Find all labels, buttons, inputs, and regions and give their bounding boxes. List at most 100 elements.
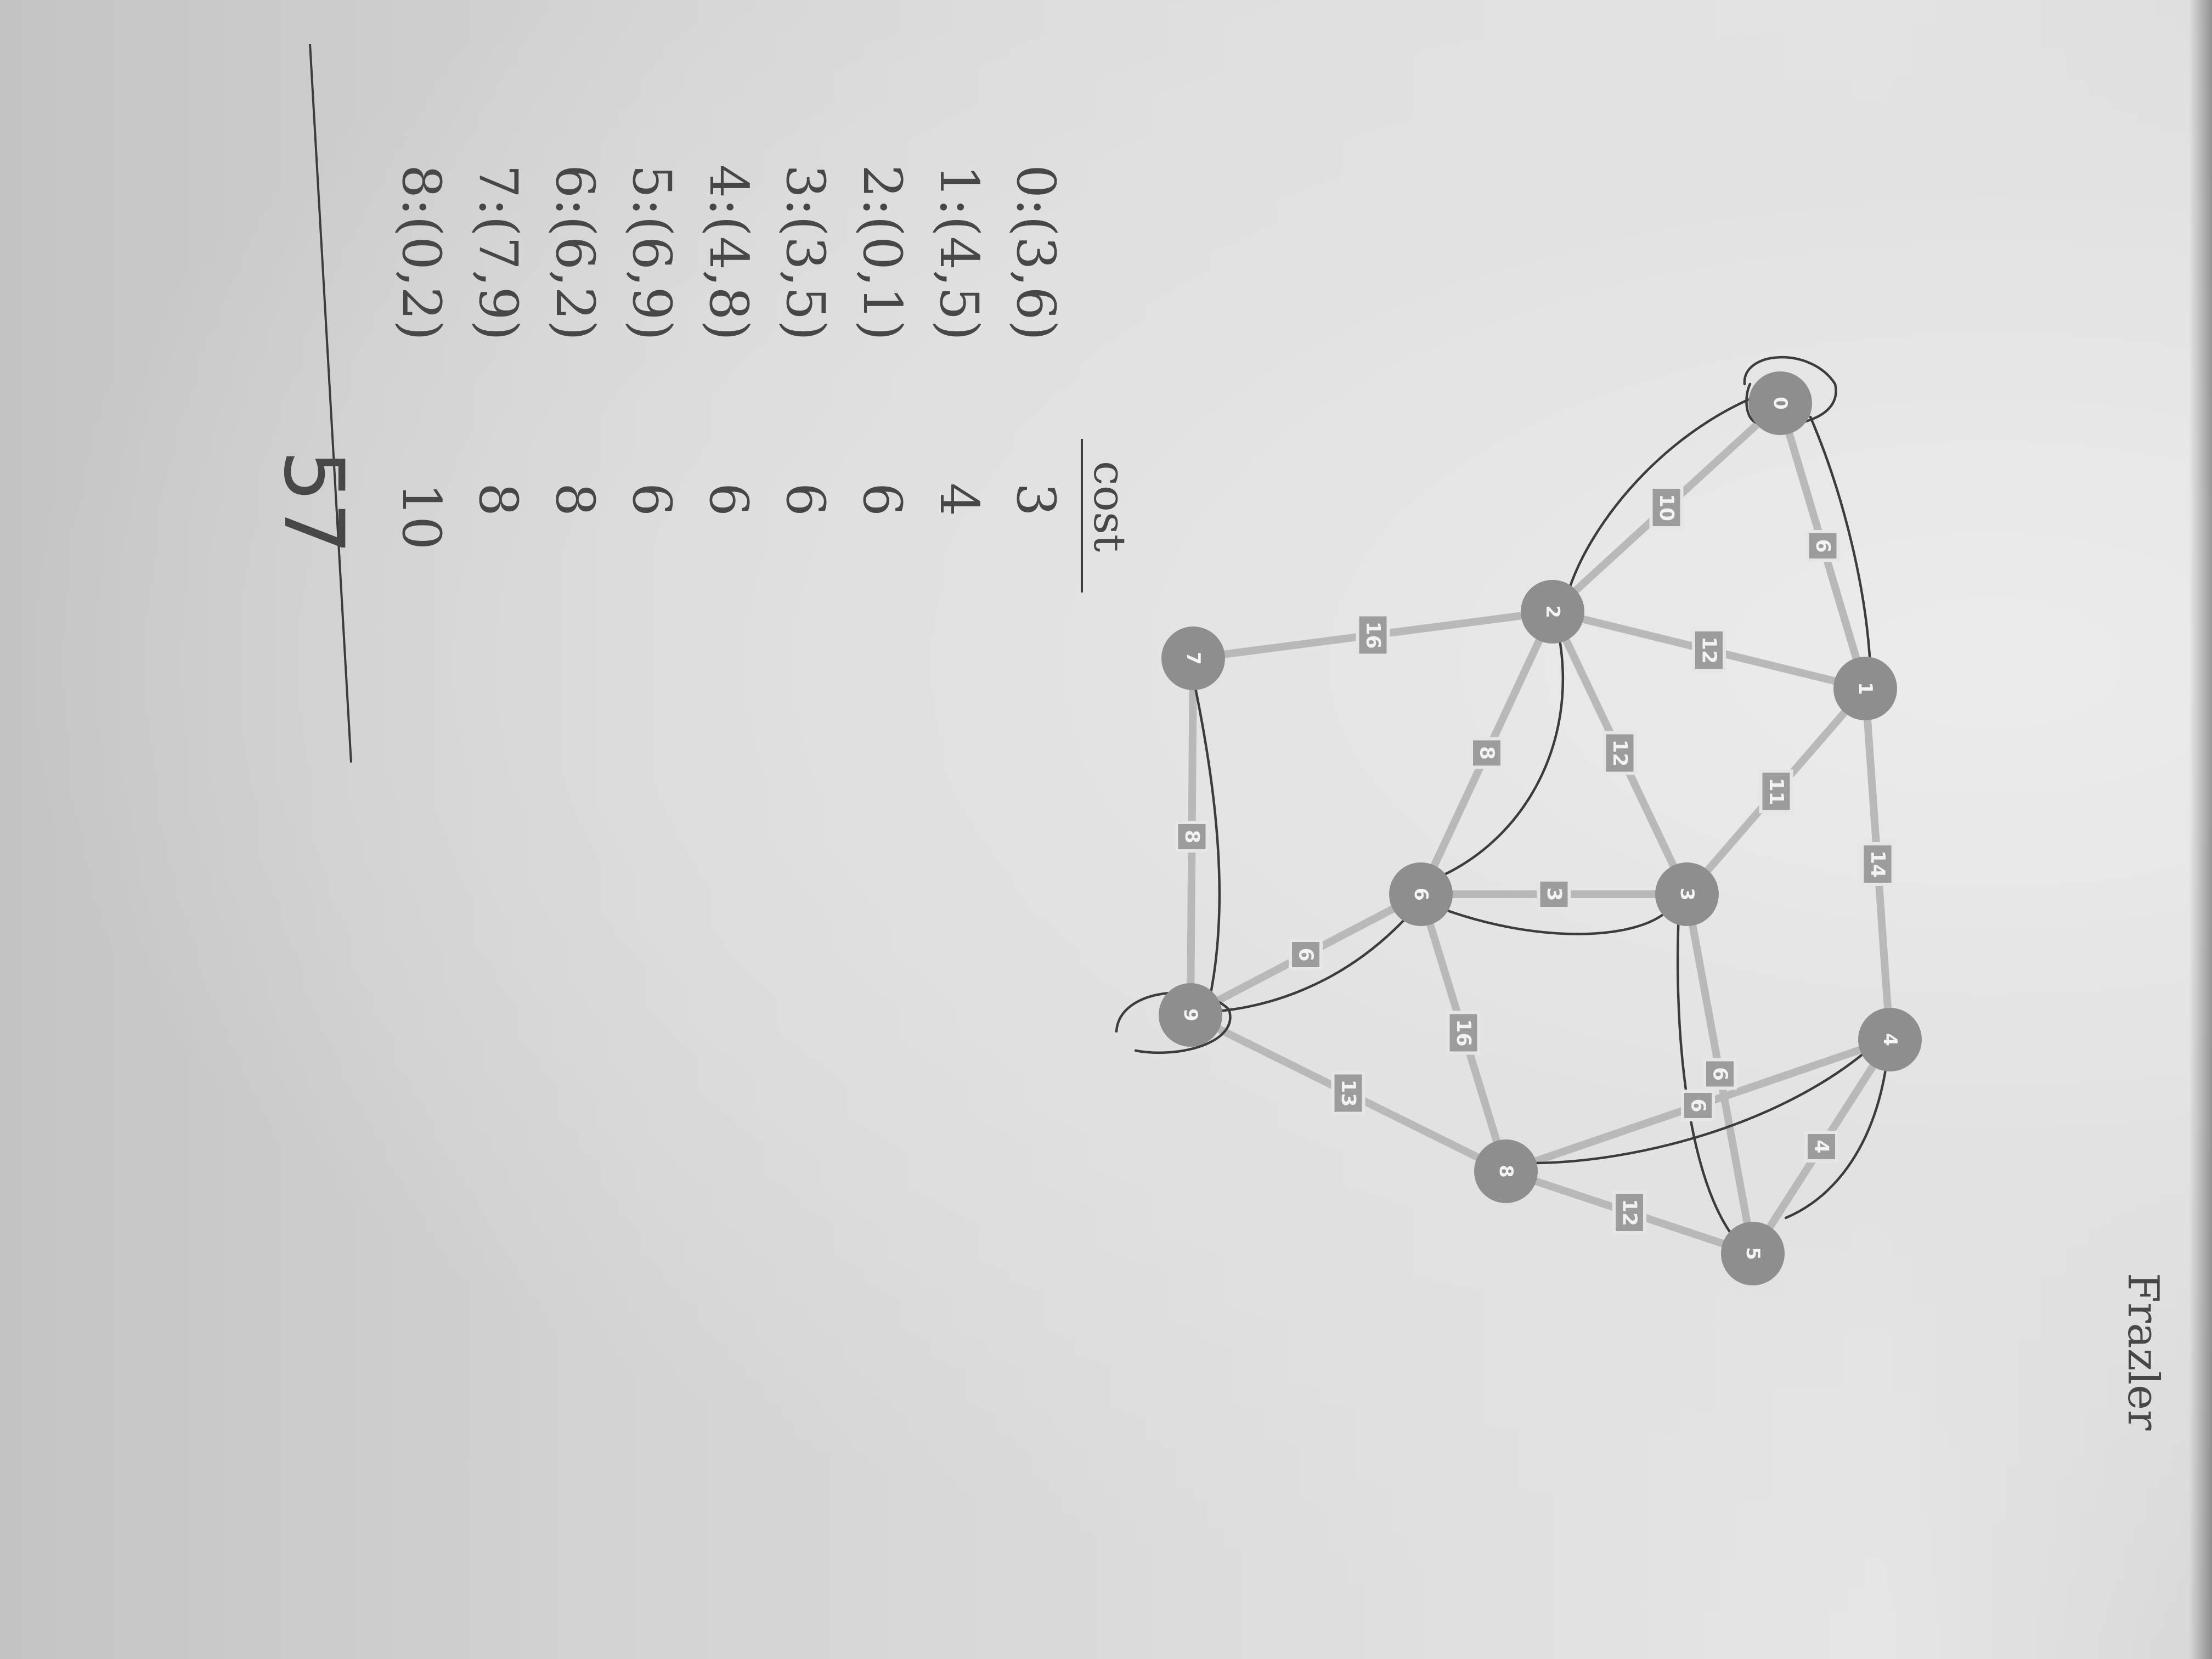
node-circle xyxy=(1521,580,1584,644)
note-pair-2: 2:(0,1) xyxy=(851,165,913,341)
node-4: 4 xyxy=(1858,1008,1922,1071)
node-0: 0 xyxy=(1748,371,1812,435)
edge-weight-label: 12 xyxy=(1618,1199,1641,1226)
edge-weight-box xyxy=(1356,613,1390,657)
node-label: 2 xyxy=(1542,605,1564,618)
node-0-circle-mark xyxy=(1743,356,1837,426)
edge-weight-6-9: 6 xyxy=(1289,939,1323,970)
mst-edge-0-1 xyxy=(1809,415,1872,679)
node-2: 2 xyxy=(1521,580,1584,644)
edge-weight-label: 12 xyxy=(1698,636,1720,664)
edge-weight-label: 3 xyxy=(1543,887,1565,901)
node-label: 7 xyxy=(1182,652,1204,665)
node-label: 8 xyxy=(1495,1165,1517,1178)
note-pair-7: 7:(7,9) xyxy=(467,165,529,341)
node-circle xyxy=(1748,371,1812,435)
edge-weight-box xyxy=(1860,842,1895,886)
note-pair-5: 5:(6,9) xyxy=(621,165,682,341)
edge-weight-box xyxy=(1602,731,1637,775)
note-pair-4: 4:(4,8) xyxy=(698,165,759,341)
note-cost-4: 6 xyxy=(698,483,759,516)
edge-weight-label: 16 xyxy=(1452,1019,1475,1046)
edge-weight-8-4: 6 xyxy=(1681,1090,1715,1121)
edge-weight-9-8: 13 xyxy=(1331,1071,1365,1115)
edge-weight-box xyxy=(1470,737,1504,769)
note-pair-8: 8:(0,2) xyxy=(391,165,452,341)
node-circle xyxy=(1474,1139,1538,1203)
edge-weight-2-1: 12 xyxy=(1692,628,1726,672)
edge-weight-box xyxy=(1703,1058,1737,1090)
edge-weight-label: 6 xyxy=(1295,947,1317,961)
edge-weight-label: 6 xyxy=(1709,1067,1731,1081)
graph-edges xyxy=(1187,399,1894,1257)
edge-weight-6-8: 16 xyxy=(1446,1011,1481,1055)
note-cost-1: 4 xyxy=(928,483,990,516)
edge-weight-label: 8 xyxy=(1476,746,1498,760)
node-circle xyxy=(1161,627,1225,690)
edge-weight-box xyxy=(1612,1190,1646,1234)
edge-weight-2-6: 8 xyxy=(1470,737,1504,769)
note-pair-1: 1:(4,5) xyxy=(928,165,990,341)
node-label: 5 xyxy=(1742,1247,1764,1260)
mst-edge-2-6 xyxy=(1436,629,1565,879)
edge-weight-box xyxy=(1692,628,1726,672)
node-label: 4 xyxy=(1879,1033,1901,1046)
edge-weight-0-1: 6 xyxy=(1805,530,1840,562)
mst-edge-0-2 xyxy=(1567,382,1793,591)
edge-weight-3-5: 6 xyxy=(1703,1058,1737,1090)
mst-edge-4-8 xyxy=(1529,1043,1875,1165)
note-cost-2: 6 xyxy=(851,483,913,516)
node-circle xyxy=(1833,657,1897,720)
node-7: 7 xyxy=(1161,627,1225,690)
edge-weight-label: 10 xyxy=(1655,494,1678,521)
edge-weight-6-3: 3 xyxy=(1537,878,1571,910)
mst-notes: cost 57 0:(3,6) 3 1:(4,5) 4 2:(0,1) 6 3:(3,5) 6… xyxy=(266,43,1135,763)
node-5: 5 xyxy=(1721,1222,1785,1285)
note-cost-6: 8 xyxy=(544,483,606,516)
total-cost: 57 xyxy=(266,450,361,555)
edge-weight-box xyxy=(1175,821,1209,853)
edge-weight-4-5: 4 xyxy=(1804,1131,1838,1163)
node-label: 6 xyxy=(1410,888,1432,901)
node-circle xyxy=(1159,983,1222,1047)
node-6: 6 xyxy=(1389,862,1453,926)
note-pair-0: 0:(3,6) xyxy=(1005,165,1066,341)
edge-weight-7-9: 8 xyxy=(1175,821,1209,853)
mst-edge-4-5 xyxy=(1784,1057,1889,1220)
note-cost-0: 3 xyxy=(1005,483,1066,516)
edge-weight-1-3: 11 xyxy=(1759,769,1793,814)
edge-weight-box xyxy=(1681,1090,1715,1121)
edge-weight-label: 6 xyxy=(1687,1098,1709,1112)
edge-weight-0-2: 10 xyxy=(1649,486,1684,529)
edge-weight-2-7: 16 xyxy=(1356,613,1390,657)
node-label: 1 xyxy=(1854,682,1876,695)
edge-weight-box xyxy=(1805,530,1840,562)
edge-weight-label: 16 xyxy=(1362,621,1384,648)
edge-weight-label: 11 xyxy=(1765,777,1787,805)
edge-weight-box xyxy=(1537,878,1571,910)
edge-weight-label: 12 xyxy=(1609,739,1631,766)
edge-weight-box xyxy=(1759,769,1793,814)
node-label: 0 xyxy=(1769,397,1791,410)
total-divider-line xyxy=(309,43,352,763)
note-pair-6: 6:(6,2) xyxy=(544,165,606,341)
cost-header: cost xyxy=(1084,461,1135,552)
note-cost-3: 6 xyxy=(775,483,836,516)
node-circle xyxy=(1655,862,1719,926)
author-name: Frazler xyxy=(2118,1273,2168,1431)
note-cost-5: 6 xyxy=(621,483,682,516)
edge-weight-box xyxy=(1649,486,1684,529)
mst-edge-6-3 xyxy=(1438,906,1669,935)
node-circle xyxy=(1389,862,1453,926)
edge-weight-box xyxy=(1804,1131,1838,1163)
edge-weight-8-5: 12 xyxy=(1612,1190,1646,1234)
edge-weight-2-3: 12 xyxy=(1602,731,1637,775)
note-cost-8: 10 xyxy=(391,483,452,550)
edge-weight-box xyxy=(1289,939,1323,970)
node-circle xyxy=(1858,1008,1922,1071)
edge-weight-label: 14 xyxy=(1866,850,1889,878)
node-label: 9 xyxy=(1180,1008,1201,1022)
